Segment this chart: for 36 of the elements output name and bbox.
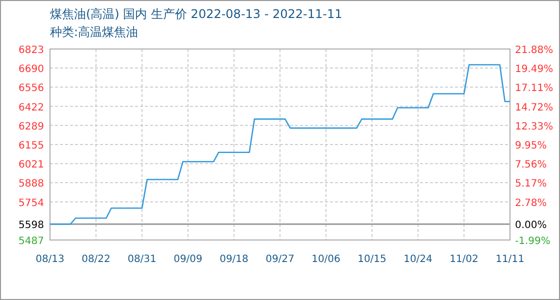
y-tick-label: 6690 <box>18 64 44 76</box>
y-tick-label: 6021 <box>18 160 44 171</box>
x-tick-label: 11/02 <box>450 254 478 265</box>
chart-title: 煤焦油(高温) 国内 生产价 2022-08-13 - 2022-11-11 <box>50 7 342 21</box>
chart-subtitle: 种类:高温煤焦油 <box>50 25 138 39</box>
y2-tick-label: 17.11% <box>515 83 554 94</box>
y-tick-label: 6155 <box>18 140 44 152</box>
y2-tick-label: -1.99% <box>515 236 550 247</box>
y2-tick-label: 9.95% <box>515 140 547 152</box>
line-series <box>49 64 511 225</box>
y2-tick-label: 19.49% <box>515 64 554 76</box>
y2-tick-label: 5.17% <box>515 178 547 190</box>
x-tick-label: 09/27 <box>266 254 294 265</box>
y2-tick-label: 21.88% <box>515 45 554 56</box>
x-tick-label: 08/31 <box>128 254 156 265</box>
x-tick-label: 10/24 <box>404 254 432 265</box>
y-tick-label: 5888 <box>18 178 44 190</box>
x-tick-label: 09/18 <box>220 254 248 265</box>
y-tick-label: 6422 <box>18 102 44 114</box>
x-tick-label: 11/11 <box>496 254 524 265</box>
y-tick-label: 6289 <box>18 121 44 132</box>
x-tick-label: 10/06 <box>312 254 340 265</box>
y-tick-label: 6556 <box>18 83 44 94</box>
x-tick-label: 08/13 <box>36 254 64 265</box>
x-tick-label: 09/09 <box>174 254 202 265</box>
y-tick-label: 5754 <box>18 198 44 209</box>
y-tick-label: 6823 <box>18 45 44 56</box>
y-tick-label: 5598 <box>18 220 44 232</box>
y2-tick-label: 2.78% <box>515 198 547 209</box>
x-tick-label: 08/22 <box>82 254 110 265</box>
x-tick-label: 10/15 <box>358 254 386 265</box>
y2-tick-label: 0.00% <box>515 220 547 232</box>
y2-tick-label: 14.72% <box>515 102 554 114</box>
y2-tick-label: 12.33% <box>515 121 554 132</box>
y-tick-label: 5487 <box>18 236 44 247</box>
y2-tick-label: 7.56% <box>515 160 547 171</box>
